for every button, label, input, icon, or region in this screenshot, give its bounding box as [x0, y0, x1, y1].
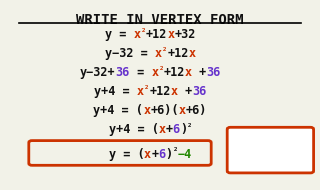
- Text: 36: 36: [192, 85, 206, 98]
- Text: WRITE IN VERTEX FORM: WRITE IN VERTEX FORM: [76, 13, 244, 27]
- Text: x: x: [158, 123, 165, 136]
- Text: +32: +32: [174, 28, 196, 41]
- Text: 36: 36: [116, 66, 130, 79]
- Text: +12: +12: [167, 47, 189, 60]
- Text: y+4 = (: y+4 = (: [108, 123, 158, 136]
- Text: ²: ²: [158, 66, 164, 75]
- Text: x: x: [171, 85, 178, 98]
- Text: ²: ²: [173, 147, 178, 156]
- Text: +: +: [165, 123, 173, 136]
- Text: ²: ²: [162, 47, 167, 56]
- Text: y =: y =: [105, 28, 133, 41]
- Text: ²: ²: [140, 28, 146, 37]
- Text: x: x: [179, 104, 186, 117]
- Text: x: x: [143, 104, 150, 117]
- Text: y+4 = (: y+4 = (: [93, 104, 143, 117]
- Text: 6: 6: [158, 148, 165, 161]
- Text: ²: ²: [144, 85, 149, 94]
- Text: y−32 =: y−32 =: [105, 47, 155, 60]
- Text: y = (: y = (: [108, 148, 144, 161]
- Text: y−32+: y−32+: [80, 66, 116, 79]
- Text: x: x: [189, 47, 196, 60]
- Text: ²: ²: [187, 123, 192, 132]
- Text: +6): +6): [186, 104, 207, 117]
- Text: −4: −4: [178, 148, 192, 161]
- Text: +12: +12: [164, 66, 185, 79]
- Text: x: x: [144, 148, 151, 161]
- Text: x: x: [155, 47, 162, 60]
- Text: y+4 =: y+4 =: [94, 85, 137, 98]
- Text: (−6,−4): (−6,−4): [244, 156, 297, 169]
- Text: +: +: [192, 66, 206, 79]
- Text: x: x: [137, 85, 144, 98]
- Text: =: =: [130, 66, 151, 79]
- Text: x: x: [133, 28, 140, 41]
- Text: Vertex:: Vertex:: [244, 135, 297, 148]
- Text: x: x: [151, 66, 158, 79]
- Text: ): ): [180, 123, 187, 136]
- Text: x: x: [185, 66, 192, 79]
- Text: +: +: [178, 85, 192, 98]
- Text: x: x: [167, 28, 174, 41]
- Text: +6)(: +6)(: [150, 104, 179, 117]
- Text: ): ): [165, 148, 173, 161]
- Text: 36: 36: [206, 66, 221, 79]
- Text: +: +: [151, 148, 158, 161]
- Text: +12: +12: [149, 85, 171, 98]
- Text: 6: 6: [173, 123, 180, 136]
- Text: +12: +12: [146, 28, 167, 41]
